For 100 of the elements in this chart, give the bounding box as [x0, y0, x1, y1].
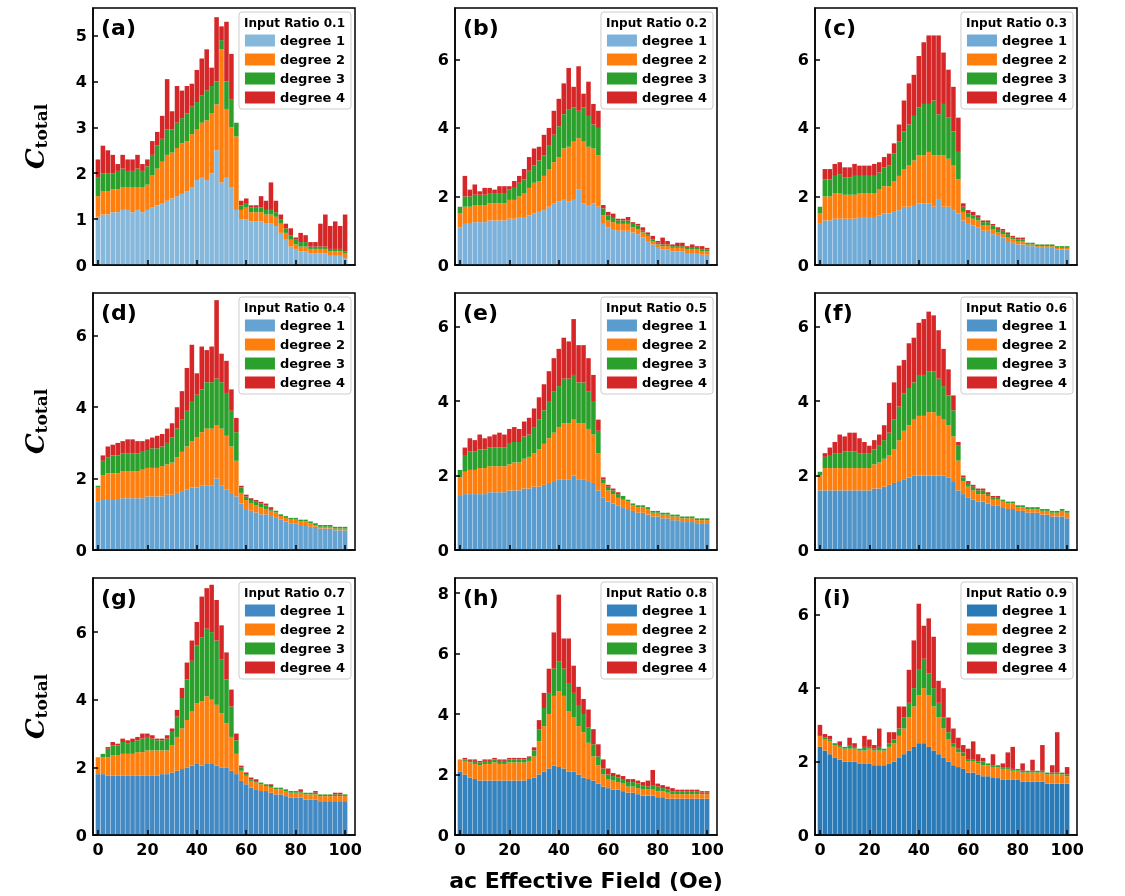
bar [601, 759, 606, 769]
legend-label: degree 3 [279, 71, 345, 86]
legend-label: degree 1 [641, 318, 707, 333]
bar [610, 776, 616, 781]
legend-title: Input Ratio 0.7 [244, 586, 345, 600]
legend-label: degree 1 [1001, 603, 1067, 618]
bar [704, 794, 710, 799]
y-tick-label: 0 [437, 255, 449, 275]
y-tick-label: 2 [797, 752, 809, 772]
bar [110, 455, 116, 474]
bar [970, 741, 976, 760]
bar [561, 199, 567, 265]
bar [332, 801, 338, 835]
legend-title: Input Ratio 0.4 [244, 301, 345, 315]
bar [1054, 732, 1060, 773]
bar [105, 173, 111, 192]
legend-label: degree 4 [279, 375, 345, 390]
bar [1030, 759, 1035, 771]
bar [184, 86, 190, 114]
bar [159, 446, 165, 467]
legend-label: degree 2 [279, 622, 345, 637]
legend-label: degree 3 [1001, 356, 1067, 371]
bar [970, 218, 976, 226]
y-tick-label: 0 [797, 540, 809, 560]
legend-label: degree 4 [1001, 90, 1067, 105]
bar [650, 235, 656, 240]
bar [832, 757, 838, 835]
bar [965, 497, 971, 550]
bar [219, 40, 224, 50]
bar [110, 473, 116, 501]
legend-label: degree 4 [641, 90, 707, 105]
legend-label: degree 3 [641, 641, 707, 656]
bar [876, 746, 882, 751]
bar [605, 211, 611, 216]
y-tick-label: 2 [797, 186, 809, 206]
bar [891, 732, 897, 740]
legend-title: Input Ratio 0.8 [606, 586, 707, 600]
bar [199, 177, 205, 265]
bar [243, 203, 249, 208]
y-axis-title: Ctotal [19, 673, 51, 740]
y-tick-label: 3 [75, 117, 87, 137]
bar [154, 467, 160, 497]
x-tick-label: 0 [814, 839, 826, 859]
bar [110, 755, 116, 776]
bar [199, 485, 205, 550]
y-tick-label: 6 [797, 49, 809, 69]
bar [605, 779, 611, 789]
legend-label: degree 1 [641, 33, 707, 48]
bar [630, 505, 636, 511]
bar [243, 207, 249, 220]
bar [1054, 249, 1060, 265]
legend-title: Input Ratio 0.9 [966, 586, 1067, 600]
bar [516, 490, 522, 550]
bar [946, 732, 951, 740]
y-tick-label: 4 [75, 397, 87, 417]
legend-label: degree 4 [641, 375, 707, 390]
bar [640, 232, 646, 238]
bar [467, 762, 473, 778]
bar [975, 494, 981, 502]
bar [561, 378, 567, 424]
legend-label: degree 4 [1001, 660, 1067, 675]
bar [462, 760, 468, 775]
legend-label: degree 1 [279, 33, 345, 48]
bar [288, 228, 294, 236]
bar [650, 244, 656, 265]
bar [521, 436, 527, 459]
bar [516, 462, 522, 491]
bar [650, 789, 656, 796]
bar [832, 193, 838, 219]
bar [154, 750, 160, 776]
legend-title: Input Ratio 0.2 [606, 16, 707, 30]
y-tick-label: 4 [437, 391, 449, 411]
bar [832, 453, 838, 469]
y-tick-label: 2 [75, 163, 87, 183]
bar [337, 251, 343, 256]
bar [876, 488, 882, 550]
bar [472, 184, 478, 195]
y-tick-label: 2 [437, 466, 449, 486]
bar [154, 740, 160, 751]
bar [288, 523, 294, 550]
bar [154, 205, 160, 265]
bar [596, 419, 601, 431]
x-tick-label: 40 [185, 839, 208, 859]
bar [239, 487, 244, 493]
bar [615, 782, 621, 790]
x-tick-label: 20 [136, 839, 159, 859]
x-axis-title: ac Effective Field (Oe) [449, 867, 723, 893]
bar [110, 189, 116, 213]
bar [615, 223, 621, 231]
legend-label: degree 2 [641, 622, 707, 637]
bar [980, 490, 986, 495]
bar [694, 523, 700, 550]
bar [965, 223, 971, 265]
bar [970, 490, 976, 500]
bar [965, 772, 971, 835]
y-tick-label: 6 [437, 317, 449, 337]
bar [516, 217, 522, 265]
bar [832, 745, 838, 758]
bar [605, 501, 611, 550]
bar [605, 774, 611, 780]
